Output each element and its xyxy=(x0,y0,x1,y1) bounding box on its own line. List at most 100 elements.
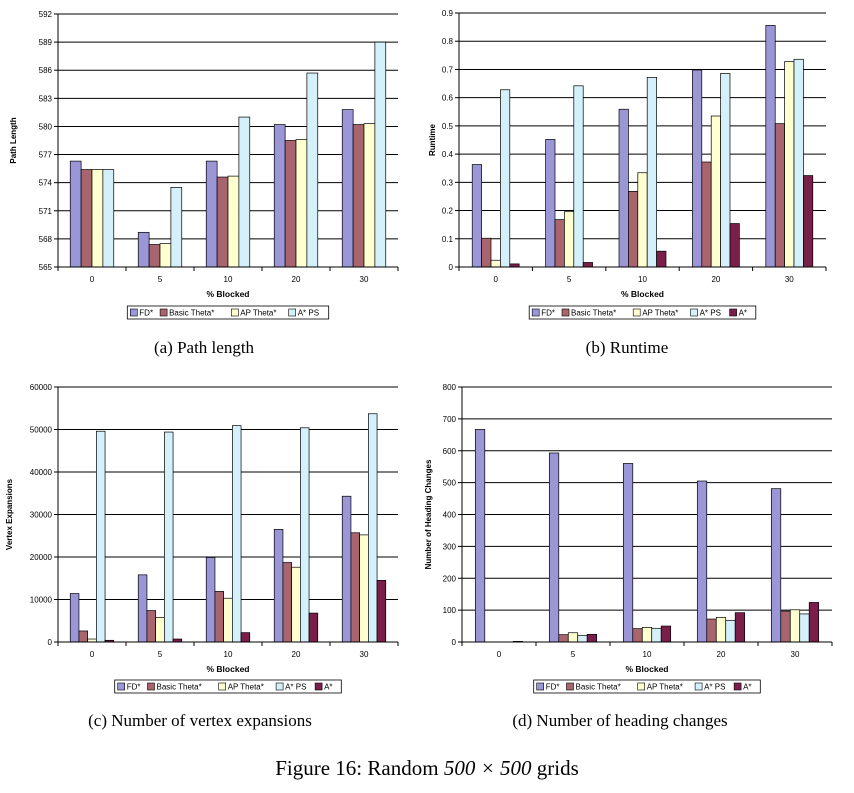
y-tick-label: 586 xyxy=(39,66,53,75)
chart-path-length-svg: 565 568 571 574 577 580 583 586 589 592 0 5 10 20 30 % … xyxy=(9,10,399,320)
bar xyxy=(715,617,727,643)
bar xyxy=(232,425,242,643)
legend-swatch xyxy=(130,308,138,317)
legend-label: A* xyxy=(743,683,751,692)
legend-box xyxy=(114,679,342,694)
bar xyxy=(214,591,224,643)
legend-box xyxy=(126,305,330,320)
bar xyxy=(586,634,598,643)
bar xyxy=(374,41,387,268)
bar xyxy=(651,627,662,643)
legend-swatch xyxy=(729,308,737,317)
bar xyxy=(170,187,183,268)
chart-path-length: 565 568 571 574 577 580 583 586 589 592 0 5 10 20 30 % … xyxy=(0,0,420,330)
x-axis-title: % Blocked xyxy=(207,664,250,674)
x-tick-label: 5 xyxy=(158,650,163,659)
bar xyxy=(789,609,801,643)
legend: FD* Basic Theta* AP Theta* A* PS A* xyxy=(528,305,757,320)
y-tick-label: 565 xyxy=(39,263,53,272)
legend-swatch xyxy=(288,308,297,317)
bar xyxy=(793,58,804,268)
x-tick-label: 10 xyxy=(224,275,233,284)
bar xyxy=(282,562,292,643)
bar xyxy=(69,593,80,643)
figure-label: Figure 16: xyxy=(275,756,363,780)
chart-vertex-expansions: 0 10000 20000 30000 40000 50000 60000 0 5 10 20 30%… xyxy=(0,378,420,698)
legend-label: A* PS xyxy=(285,683,306,692)
x-tick-label: 20 xyxy=(717,650,726,659)
chart-vertex-expansions-svg: 0 10000 20000 30000 40000 50000 60000 0 5 10 20 30%… xyxy=(5,383,399,694)
y-tick-label: 50000 xyxy=(30,426,53,435)
legend-label: Basic Theta* xyxy=(157,683,202,692)
legend-label: FD* xyxy=(546,683,560,692)
bar xyxy=(545,139,556,268)
bar xyxy=(300,427,310,643)
legend-swatch xyxy=(275,682,284,691)
legend: FD* Basic Theta* AP Theta* A* PS A* xyxy=(114,679,342,694)
y-tick-label: 0.7 xyxy=(442,65,454,74)
bar xyxy=(69,160,82,268)
bar xyxy=(216,176,229,268)
x-tick-label: 20 xyxy=(711,275,720,284)
legend-swatch xyxy=(117,682,125,691)
y-tick-label: 583 xyxy=(39,94,53,103)
bar xyxy=(573,85,584,268)
bar xyxy=(308,612,319,643)
legend-label: A* PS xyxy=(704,683,725,692)
bar xyxy=(765,25,776,268)
caption-vertex-expansions: (c) Number of vertex expansions xyxy=(88,711,312,730)
y-axis-title: Vertex Expansions xyxy=(5,478,14,550)
x-tick-label: 30 xyxy=(791,650,800,659)
y-tick-label: 589 xyxy=(39,38,53,47)
x-tick-label: 5 xyxy=(158,275,163,284)
y-tick-label: 10000 xyxy=(30,596,53,605)
x-tick-label: 0 xyxy=(493,275,498,284)
legend-label: A* xyxy=(739,309,747,318)
bar xyxy=(155,617,165,643)
bar xyxy=(628,191,639,268)
legend-swatch xyxy=(159,308,168,317)
legend-label: Basic Theta* xyxy=(576,683,621,692)
bar xyxy=(359,534,369,643)
legend-label: AP Theta* xyxy=(642,309,678,318)
y-tick-label: 574 xyxy=(39,179,53,188)
y-tick-label: 0.4 xyxy=(442,150,454,159)
bar xyxy=(146,610,156,643)
bar xyxy=(646,76,657,268)
figure-title-prefix: Random xyxy=(367,756,439,780)
bar xyxy=(368,413,378,643)
bar xyxy=(582,262,593,268)
bar xyxy=(692,69,703,268)
bar xyxy=(164,431,174,643)
y-tick-label: 0.9 xyxy=(442,9,454,18)
bar xyxy=(376,580,387,643)
x-tick-label: 5 xyxy=(571,650,576,659)
figure-title-dims: 500 × 500 xyxy=(443,756,532,780)
x-tick-label: 30 xyxy=(360,275,369,284)
bar xyxy=(80,169,93,268)
legend-box xyxy=(533,679,761,694)
legend-label: Basic Theta* xyxy=(571,309,616,318)
bar xyxy=(78,630,88,643)
bar xyxy=(710,115,721,268)
bar xyxy=(770,488,782,643)
legend-swatch xyxy=(637,682,645,691)
x-tick-label: 30 xyxy=(360,650,369,659)
bar xyxy=(102,169,115,268)
bar xyxy=(622,463,634,643)
x-tick-label: 0 xyxy=(90,275,95,284)
bar xyxy=(734,612,746,643)
bar xyxy=(205,557,216,643)
bar xyxy=(808,602,820,643)
x-axis-title: % Blocked xyxy=(621,289,664,299)
y-tick-label: 700 xyxy=(443,415,457,424)
y-axis-title: Number of Heading Changes xyxy=(424,459,433,569)
bar xyxy=(350,532,360,643)
bar xyxy=(238,116,251,268)
bar xyxy=(227,175,240,268)
legend-swatch xyxy=(733,682,742,691)
legend-label: A* xyxy=(324,683,332,692)
y-axis-title: Runtime xyxy=(428,123,437,156)
bar xyxy=(306,72,319,268)
y-tick-label: 580 xyxy=(39,122,53,131)
